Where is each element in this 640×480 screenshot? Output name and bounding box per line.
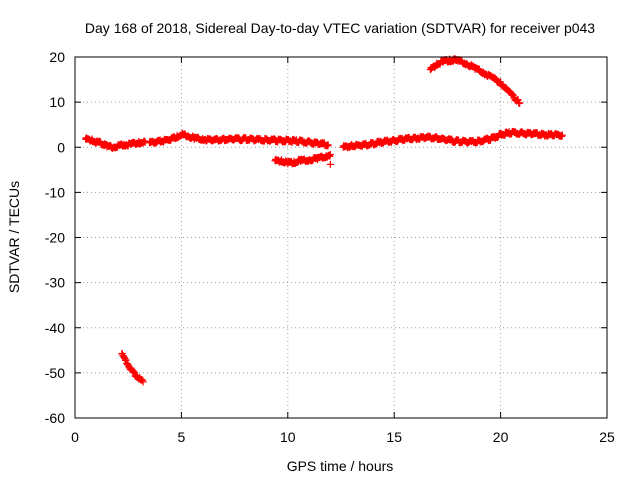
x-tick-label: 20 [493, 429, 509, 445]
x-tick-label: 5 [178, 429, 186, 445]
data-series [82, 55, 566, 386]
data-point [516, 99, 524, 107]
y-tick-label: 10 [49, 94, 65, 110]
y-axis-label: SDTVAR / TECUs [6, 181, 22, 293]
y-tick-label: -10 [45, 184, 65, 200]
y-tick-label: 0 [57, 139, 65, 155]
x-tick-label: 10 [280, 429, 296, 445]
x-tick-label: 25 [599, 429, 615, 445]
y-tick-label: -30 [45, 275, 65, 291]
x-tick-label: 0 [71, 429, 79, 445]
data-point [326, 160, 334, 168]
data-point [139, 378, 147, 386]
y-tick-label: -50 [45, 365, 65, 381]
x-tick-label: 15 [386, 429, 402, 445]
y-tick-label: -60 [45, 410, 65, 426]
x-axis-label: GPS time / hours [287, 458, 394, 474]
y-tick-label: 20 [49, 49, 65, 65]
axis-ticks: 0 5 10 15 20 25 -60 -50 -40 -30 -20 -10 0 10 20 [45, 49, 615, 445]
data-point [324, 141, 332, 149]
y-tick-label: -20 [45, 230, 65, 246]
grid [75, 57, 607, 418]
chart-title: Day 168 of 2018, Sidereal Day-to-day VTE… [85, 20, 595, 36]
y-tick-label: -40 [45, 320, 65, 336]
data-point [558, 131, 566, 139]
data-point [326, 150, 334, 158]
